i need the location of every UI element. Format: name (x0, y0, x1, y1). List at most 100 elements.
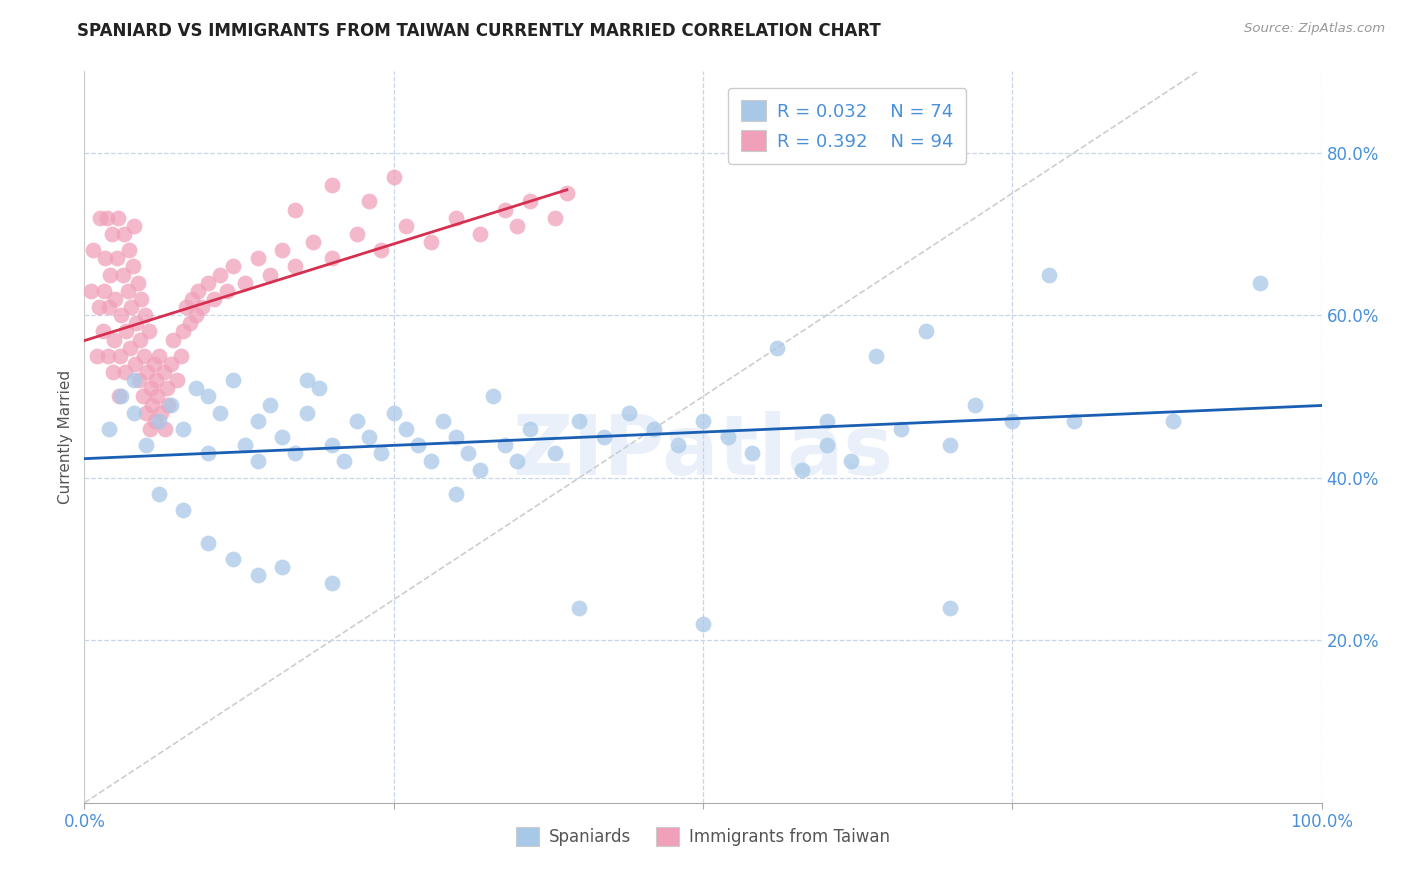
Point (132, 349, 155, 363)
Point (408, 438, 430, 452)
Point (444, 430, 467, 444)
Point (246, 568, 269, 582)
Point (143, 414, 166, 428)
Point (308, 381, 330, 395)
Point (135, 406, 157, 420)
Point (444, 211, 467, 225)
Point (666, 438, 689, 452)
Text: ZIPatlas: ZIPatlas (513, 411, 893, 492)
Point (494, 438, 516, 452)
Point (110, 349, 132, 363)
Point (444, 487, 467, 501)
Point (181, 292, 204, 306)
Point (939, 600, 962, 615)
Point (321, 438, 343, 452)
Point (184, 308, 207, 322)
Point (717, 430, 740, 444)
Point (134, 308, 156, 322)
Point (284, 260, 307, 274)
Point (150, 406, 173, 420)
Point (120, 341, 142, 355)
Point (470, 462, 492, 476)
Point (153, 422, 176, 436)
Point (172, 503, 194, 517)
Point (86, 349, 108, 363)
Point (222, 552, 245, 566)
Point (382, 169, 405, 184)
Point (103, 333, 125, 347)
Point (122, 219, 145, 233)
Point (89, 211, 111, 225)
Point (395, 219, 418, 233)
Point (865, 349, 887, 363)
Point (766, 341, 789, 355)
Point (271, 430, 294, 444)
Point (295, 373, 318, 387)
Point (122, 373, 145, 387)
Point (129, 333, 152, 347)
Point (184, 381, 207, 395)
Point (114, 365, 136, 379)
Point (568, 600, 591, 615)
Point (470, 227, 492, 241)
Point (321, 576, 343, 591)
Point (790, 462, 813, 476)
Point (617, 406, 640, 420)
Point (100, 227, 122, 241)
Point (815, 438, 838, 452)
Point (1063, 414, 1085, 428)
Point (457, 446, 479, 460)
Point (191, 300, 214, 314)
Point (481, 389, 503, 403)
Point (370, 243, 392, 257)
Point (1001, 414, 1024, 428)
Point (160, 398, 183, 412)
Text: Source: ZipAtlas.com: Source: ZipAtlas.com (1244, 22, 1385, 36)
Point (148, 487, 170, 501)
Point (174, 300, 197, 314)
Point (111, 268, 134, 282)
Point (519, 194, 541, 209)
Point (104, 292, 127, 306)
Point (160, 357, 183, 371)
Point (146, 389, 169, 403)
Point (914, 325, 936, 339)
Point (543, 446, 565, 460)
Point (643, 422, 665, 436)
Point (543, 211, 565, 225)
Point (142, 357, 165, 371)
Point (97, 349, 120, 363)
Point (117, 284, 139, 298)
Point (197, 535, 219, 549)
Point (432, 414, 454, 428)
Point (841, 454, 863, 468)
Point (179, 316, 201, 330)
Y-axis label: Currently Married: Currently Married (58, 370, 73, 504)
Point (202, 292, 225, 306)
Point (141, 381, 163, 395)
Point (138, 325, 160, 339)
Point (271, 560, 294, 574)
Point (357, 194, 380, 209)
Point (568, 414, 591, 428)
Point (98, 268, 121, 282)
Point (333, 454, 356, 468)
Point (271, 243, 294, 257)
Point (295, 406, 318, 420)
Point (162, 333, 184, 347)
Point (110, 308, 132, 322)
Text: SPANIARD VS IMMIGRANTS FROM TAIWAN CURRENTLY MARRIED CORRELATION CHART: SPANIARD VS IMMIGRANTS FROM TAIWAN CURRE… (77, 22, 882, 40)
Point (121, 260, 143, 274)
Point (131, 389, 153, 403)
Point (79, 284, 101, 298)
Point (82, 243, 104, 257)
Point (101, 365, 124, 379)
Point (321, 178, 343, 193)
Point (506, 219, 529, 233)
Point (233, 276, 256, 290)
Point (259, 398, 281, 412)
Point (91, 325, 114, 339)
Point (209, 268, 232, 282)
Point (112, 227, 135, 241)
Point (222, 373, 245, 387)
